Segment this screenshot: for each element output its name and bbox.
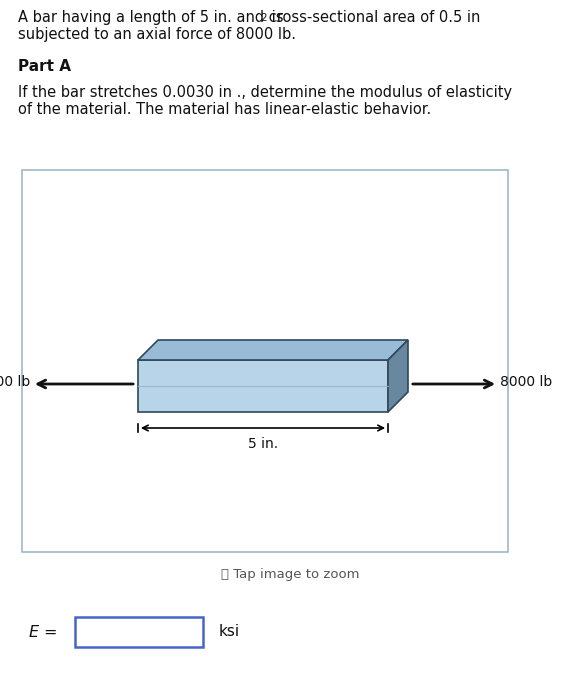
- Text: ⌕ Tap image to zoom: ⌕ Tap image to zoom: [220, 568, 359, 581]
- Text: A bar having a length of 5 in. and cross-sectional area of 0.5 in: A bar having a length of 5 in. and cross…: [18, 10, 480, 25]
- Text: 5 in.: 5 in.: [248, 437, 278, 451]
- Text: 2: 2: [260, 13, 266, 23]
- Text: If the bar stretches 0.0030 in ., determine the modulus of elasticity: If the bar stretches 0.0030 in ., determ…: [18, 85, 512, 100]
- Bar: [75, 617, 203, 647]
- Text: ksi: ksi: [219, 624, 240, 640]
- Text: subjected to an axial force of 8000 lb.: subjected to an axial force of 8000 lb.: [18, 27, 296, 42]
- Polygon shape: [388, 340, 408, 412]
- Bar: [22, 170, 508, 552]
- Text: 8000 lb: 8000 lb: [0, 375, 30, 389]
- Text: Part A: Part A: [18, 59, 71, 74]
- Text: is: is: [267, 10, 283, 25]
- Text: 8000 lb: 8000 lb: [500, 375, 552, 389]
- Text: of the material. The material has linear-elastic behavior.: of the material. The material has linear…: [18, 102, 431, 117]
- Polygon shape: [138, 340, 408, 360]
- Bar: [138, 360, 388, 412]
- Text: $E$ =: $E$ =: [28, 624, 57, 640]
